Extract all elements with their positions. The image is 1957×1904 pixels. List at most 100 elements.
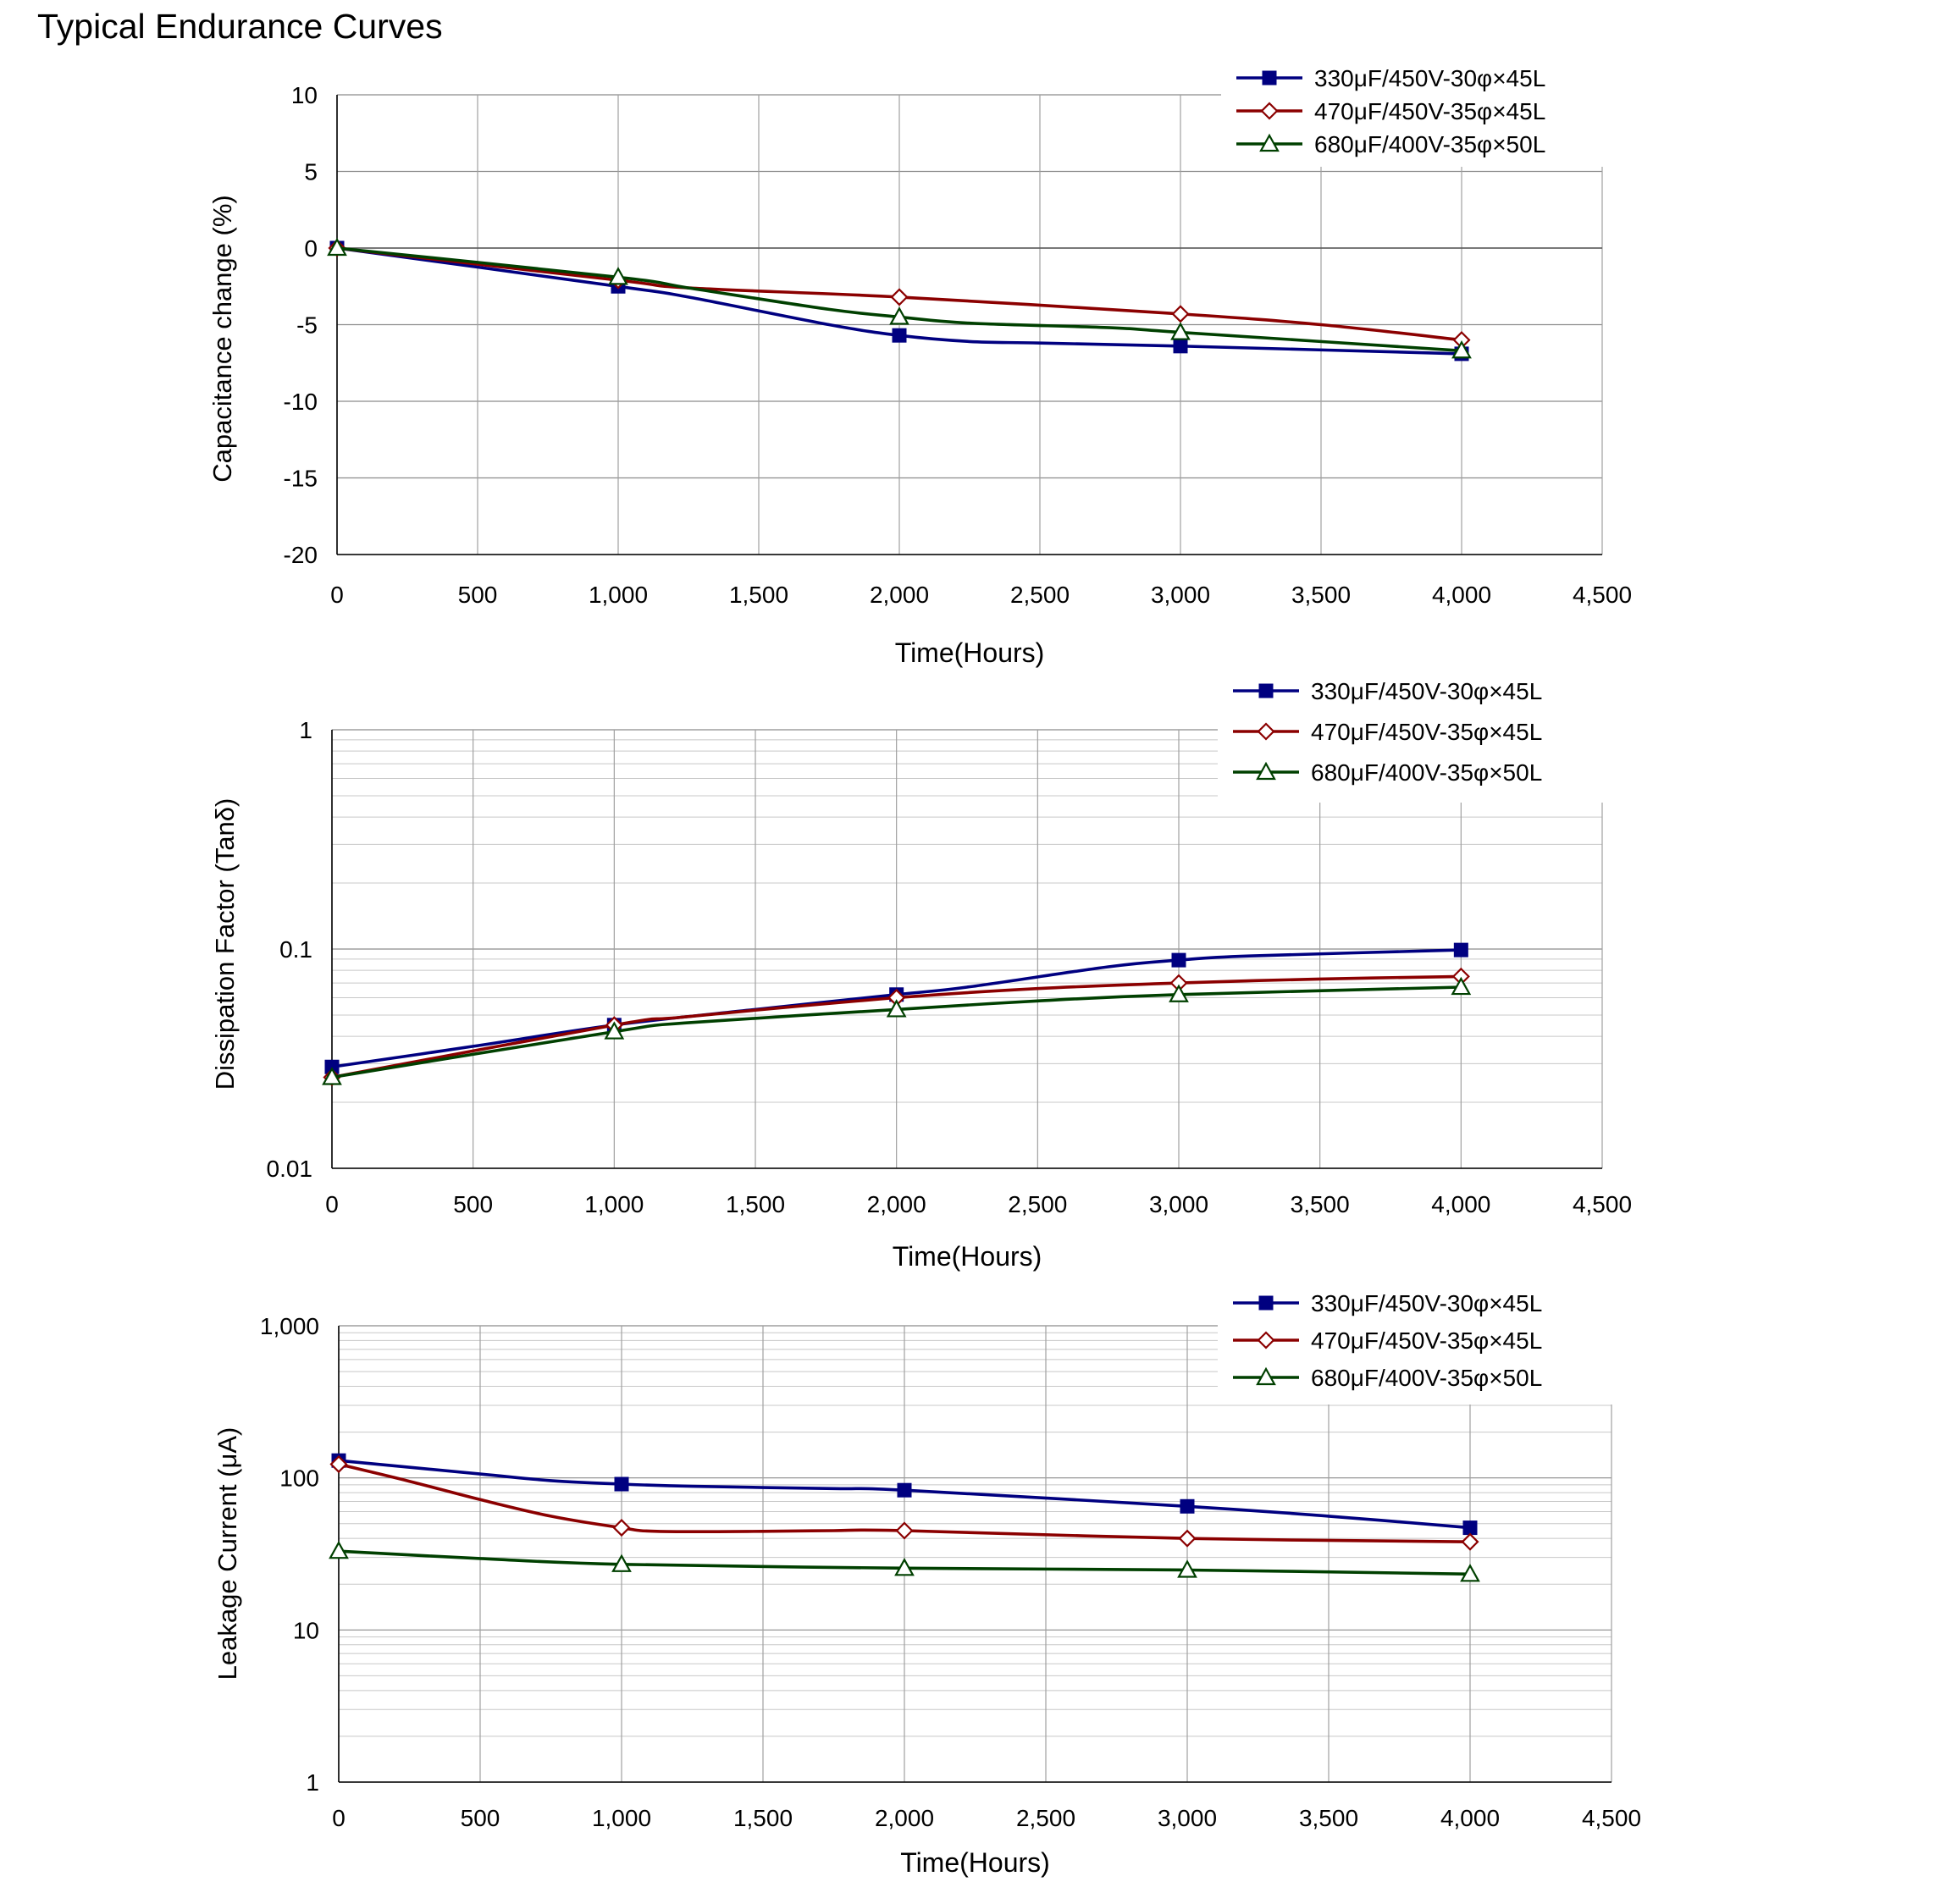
y-tick-label: -10 bbox=[284, 389, 318, 415]
x-tick-label: 500 bbox=[453, 1191, 493, 1217]
series-line bbox=[331, 948, 1462, 1069]
data-point bbox=[895, 1521, 914, 1540]
y-tick-label: 10 bbox=[291, 82, 318, 108]
y-tick-label: 1,000 bbox=[260, 1313, 319, 1339]
legend: 330μF/450V-30φ×45L 470μF/450V-35φ×45L 680μ… bbox=[1221, 54, 1619, 167]
data-point bbox=[889, 306, 909, 325]
x-tick-label: 2,000 bbox=[867, 1191, 926, 1217]
x-tick-label: 0 bbox=[330, 582, 344, 608]
data-point bbox=[892, 328, 907, 343]
legend-label: 330μF/450V-30φ×45L bbox=[1314, 65, 1545, 91]
x-tick-label: 2,000 bbox=[875, 1805, 934, 1831]
y-tick-label: 0.1 bbox=[279, 936, 312, 963]
x-tick-label: 3,000 bbox=[1151, 582, 1210, 608]
data-point bbox=[1170, 322, 1191, 340]
y-tick-label: -5 bbox=[296, 312, 318, 339]
x-tick-label: 1,000 bbox=[584, 1191, 644, 1217]
legend-marker bbox=[1260, 102, 1279, 120]
data-point bbox=[1180, 1498, 1195, 1514]
data-point bbox=[1171, 305, 1190, 323]
y-axis-label: Dissipation Factor (Tanδ) bbox=[210, 798, 240, 1090]
data-point bbox=[1462, 1520, 1478, 1536]
x-tick-label: 3,500 bbox=[1299, 1805, 1358, 1831]
chart-3: 1,000 100 10 10 500 1,000 1,500 2,000 2,500 3,000… bbox=[213, 1279, 1641, 1878]
series-line bbox=[338, 1459, 1471, 1530]
series-3 bbox=[322, 976, 1472, 1085]
x-tick-label: 3,500 bbox=[1291, 1191, 1350, 1217]
x-axis-label: Time(Hours) bbox=[900, 1847, 1050, 1878]
series-2 bbox=[329, 1454, 1479, 1551]
y-tick-label: 0 bbox=[304, 235, 318, 262]
x-tick-label: 0 bbox=[332, 1805, 346, 1831]
legend: 330μF/450V-30φ×45L 470μF/450V-35φ×45L 680μ… bbox=[1218, 1279, 1616, 1405]
x-tick-label: 4,500 bbox=[1573, 1191, 1632, 1217]
x-tick-label: 500 bbox=[461, 1805, 500, 1831]
legend-marker bbox=[1256, 1366, 1276, 1386]
y-tick-label: 10 bbox=[293, 1617, 319, 1643]
x-tick-label: 0 bbox=[325, 1191, 339, 1217]
legend-marker bbox=[1256, 761, 1276, 781]
x-tick-label: 1,000 bbox=[592, 1805, 651, 1831]
data-point bbox=[322, 1067, 342, 1085]
data-point bbox=[1451, 976, 1472, 996]
data-point bbox=[611, 1554, 632, 1572]
y-tick-label: -15 bbox=[284, 466, 318, 492]
legend-marker bbox=[1257, 1331, 1275, 1349]
x-tick-label: 3,000 bbox=[1158, 1805, 1217, 1831]
legend-label: 470μF/450V-35φ×45L bbox=[1311, 1327, 1542, 1354]
legend: 330μF/450V-30φ×45L 470μF/450V-35φ×45L 680μ… bbox=[1218, 667, 1616, 803]
x-tick-label: 1,500 bbox=[726, 1191, 785, 1217]
series-line bbox=[331, 974, 1462, 1079]
legend-label: 680μF/400V-35φ×50L bbox=[1311, 759, 1542, 786]
legend-marker bbox=[1258, 1295, 1274, 1311]
y-tick-label: 1 bbox=[299, 717, 312, 743]
x-tick-label: 4,000 bbox=[1440, 1805, 1500, 1831]
series-3 bbox=[329, 1540, 1480, 1582]
data-point bbox=[1169, 984, 1189, 1002]
series-line bbox=[338, 1549, 1471, 1576]
y-axis-label: Leakage Current (μA) bbox=[213, 1427, 242, 1680]
data-point bbox=[1171, 952, 1186, 968]
chart-1: 10 5 0 -5 -10 -15 -20 0 500 1,000 1,500 2,000 2,500 3… bbox=[207, 54, 1632, 668]
y-axis-label: Capacitance change (%) bbox=[207, 195, 237, 482]
data-point bbox=[612, 1519, 631, 1537]
data-point bbox=[1178, 1529, 1197, 1548]
y-tick-label: 5 bbox=[304, 159, 318, 185]
series-3 bbox=[327, 237, 1472, 359]
x-tick-label: 3,500 bbox=[1291, 582, 1351, 608]
x-tick-label: 1,500 bbox=[733, 1805, 793, 1831]
data-point bbox=[1453, 942, 1468, 958]
legend-label: 470μF/450V-35φ×45L bbox=[1314, 98, 1545, 124]
x-axis-label: Time(Hours) bbox=[895, 637, 1045, 668]
x-tick-label: 2,000 bbox=[870, 582, 929, 608]
data-point bbox=[327, 237, 347, 257]
x-tick-label: 2,500 bbox=[1010, 582, 1070, 608]
x-tick-label: 500 bbox=[458, 582, 498, 608]
x-tick-label: 4,500 bbox=[1582, 1805, 1641, 1831]
data-point bbox=[614, 1476, 629, 1492]
data-point bbox=[886, 999, 907, 1018]
y-tick-label: 1 bbox=[306, 1769, 319, 1796]
page-title: Typical Endurance Curves bbox=[37, 7, 443, 46]
legend-label: 470μF/450V-35φ×45L bbox=[1311, 719, 1542, 745]
y-tick-label: 0.01 bbox=[267, 1156, 313, 1182]
data-point bbox=[329, 1540, 349, 1559]
legend-marker bbox=[1259, 133, 1280, 152]
legend-label: 680μF/400V-35φ×50L bbox=[1314, 131, 1545, 157]
legend-marker bbox=[1258, 683, 1274, 698]
series-line bbox=[338, 1462, 1471, 1543]
data-point bbox=[1173, 339, 1188, 354]
x-tick-label: 4,000 bbox=[1431, 1191, 1490, 1217]
data-point bbox=[329, 1454, 348, 1474]
data-point bbox=[604, 1021, 625, 1040]
y-tick-label: -20 bbox=[284, 542, 318, 568]
data-point bbox=[897, 1482, 912, 1498]
x-tick-label: 2,500 bbox=[1008, 1191, 1067, 1217]
legend-marker bbox=[1257, 722, 1275, 741]
legend-label: 330μF/450V-30φ×45L bbox=[1311, 1290, 1542, 1316]
chart-2: 1 0.1 0.01 0 500 1,000 1,500 2,000 2,500 3,000 3,5… bbox=[210, 667, 1632, 1272]
data-point bbox=[1460, 1564, 1480, 1582]
data-point bbox=[1451, 340, 1472, 359]
data-point bbox=[894, 1558, 915, 1576]
